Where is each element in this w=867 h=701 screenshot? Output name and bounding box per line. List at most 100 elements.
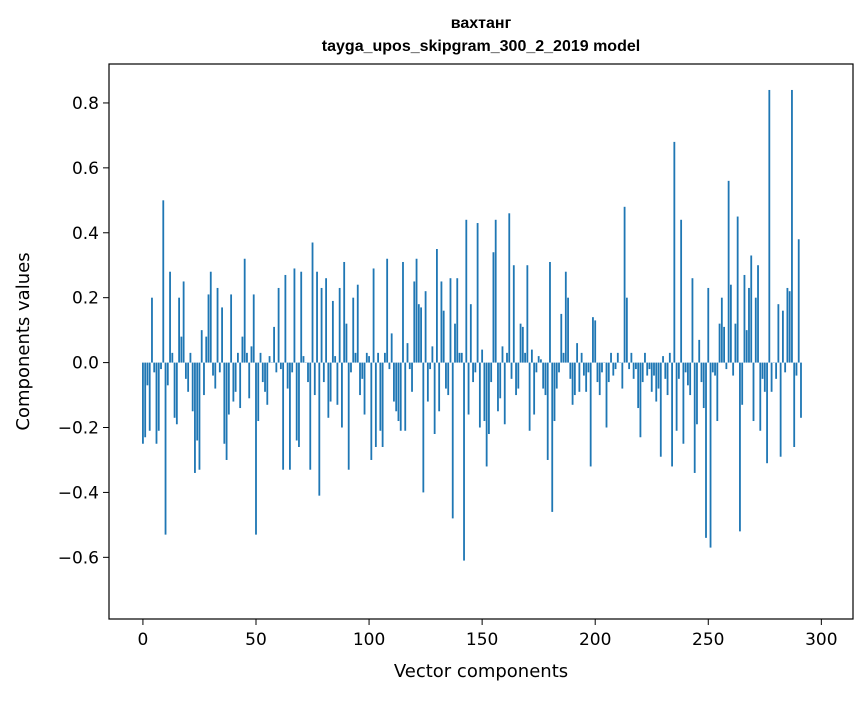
- bar-99: [366, 353, 368, 363]
- bar-265: [741, 363, 743, 405]
- bar-98: [364, 363, 366, 415]
- bar-232: [667, 363, 669, 395]
- bar-163: [511, 363, 513, 379]
- bar-197: [588, 363, 590, 373]
- bar-128: [431, 346, 433, 362]
- bar-193: [578, 363, 580, 392]
- bar-8: [160, 363, 162, 369]
- bar-213: [624, 207, 626, 363]
- bar-101: [370, 363, 372, 460]
- x-tick-label: 100: [353, 630, 385, 650]
- bar-61: [280, 363, 282, 369]
- bar-138: [454, 324, 456, 363]
- bar-283: [782, 311, 784, 363]
- bar-194: [581, 353, 583, 363]
- bar-122: [418, 304, 420, 362]
- bar-269: [750, 255, 752, 362]
- bar-133: [443, 311, 445, 363]
- bar-21: [190, 353, 192, 363]
- bar-38: [228, 363, 230, 415]
- bar-266: [744, 275, 746, 363]
- x-tick-label: 0: [138, 630, 149, 650]
- bar-54: [264, 363, 266, 392]
- bar-65: [289, 363, 291, 470]
- bar-112: [395, 363, 397, 412]
- bar-7: [158, 363, 160, 431]
- bar-92: [350, 363, 352, 373]
- bar-120: [413, 281, 415, 362]
- bar-224: [649, 363, 651, 369]
- bar-245: [696, 363, 698, 425]
- bar-10: [165, 363, 167, 535]
- bar-215: [628, 363, 630, 369]
- bar-127: [429, 363, 431, 369]
- bar-255: [719, 324, 721, 363]
- bar-171: [529, 363, 531, 431]
- bar-291: [800, 363, 802, 418]
- bar-2: [147, 363, 149, 386]
- bar-24: [196, 363, 198, 441]
- bar-244: [694, 363, 696, 473]
- bar-74: [309, 363, 311, 470]
- bar-19: [185, 363, 187, 379]
- bar-252: [712, 363, 714, 373]
- bar-185: [560, 314, 562, 363]
- bar-221: [642, 363, 644, 382]
- bar-169: [524, 353, 526, 363]
- bar-11: [167, 363, 169, 386]
- bar-31: [212, 363, 214, 376]
- bar-260: [730, 285, 732, 363]
- bar-48: [251, 346, 253, 362]
- bar-280: [775, 363, 777, 379]
- bar-131: [438, 363, 440, 412]
- bar-276: [766, 363, 768, 464]
- bar-53: [262, 363, 264, 382]
- bar-165: [515, 363, 517, 395]
- y-tick-label: −0.4: [58, 483, 99, 503]
- bar-258: [725, 363, 727, 369]
- bar-80: [323, 363, 325, 382]
- bar-254: [716, 363, 718, 421]
- bar-97: [361, 363, 363, 379]
- bar-119: [411, 363, 413, 392]
- bar-271: [755, 298, 757, 363]
- bar-106: [382, 363, 384, 447]
- y-tick-label: −0.6: [58, 548, 99, 568]
- bar-148: [477, 223, 479, 363]
- bar-118: [409, 363, 411, 369]
- bar-264: [739, 363, 741, 532]
- bar-182: [554, 363, 556, 421]
- x-tick-label: 300: [805, 630, 837, 650]
- bar-83: [330, 363, 332, 402]
- bar-124: [422, 363, 424, 493]
- bar-47: [248, 363, 250, 399]
- bar-46: [246, 353, 248, 363]
- bar-105: [379, 363, 381, 431]
- y-tick-label: 0.2: [72, 289, 99, 309]
- bar-234: [671, 363, 673, 467]
- bar-248: [703, 363, 705, 408]
- bar-188: [567, 298, 569, 363]
- bar-243: [692, 278, 694, 362]
- bar-186: [563, 353, 565, 363]
- bar-71: [303, 356, 305, 362]
- bar-18: [183, 281, 185, 362]
- bar-207: [610, 353, 612, 363]
- bar-140: [459, 353, 461, 363]
- bar-123: [420, 307, 422, 362]
- bar-220: [640, 363, 642, 438]
- bar-35: [221, 307, 223, 362]
- bar-205: [606, 363, 608, 428]
- bar-116: [404, 363, 406, 431]
- bar-77: [316, 272, 318, 363]
- y-tick-label: 0.8: [72, 94, 99, 114]
- bar-93: [352, 298, 354, 363]
- y-axis-label: Components values: [13, 252, 34, 430]
- bar-56: [269, 356, 271, 362]
- x-tick-label: 150: [466, 630, 498, 650]
- bar-161: [506, 353, 508, 363]
- bar-152: [486, 363, 488, 467]
- bar-178: [545, 363, 547, 395]
- bar-144: [468, 363, 470, 415]
- bar-259: [728, 181, 730, 363]
